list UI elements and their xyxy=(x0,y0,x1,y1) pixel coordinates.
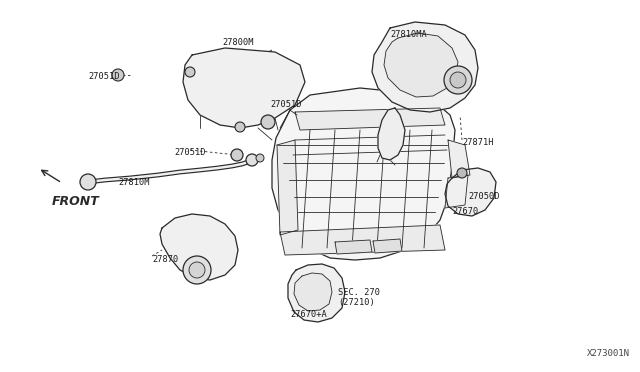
Text: SEC. 270
(27210): SEC. 270 (27210) xyxy=(338,288,380,307)
Text: 27670+A: 27670+A xyxy=(290,310,327,319)
Polygon shape xyxy=(280,225,445,255)
Polygon shape xyxy=(445,168,496,216)
Circle shape xyxy=(450,72,466,88)
Circle shape xyxy=(235,122,245,132)
Polygon shape xyxy=(378,108,405,160)
Circle shape xyxy=(231,149,243,161)
Text: X273001N: X273001N xyxy=(587,349,630,358)
Text: 27800M: 27800M xyxy=(222,38,253,47)
Polygon shape xyxy=(288,264,345,322)
Text: 27810MA: 27810MA xyxy=(390,30,427,39)
Text: 27051D: 27051D xyxy=(270,100,301,109)
Polygon shape xyxy=(295,108,445,130)
Polygon shape xyxy=(272,88,455,260)
Polygon shape xyxy=(294,273,332,311)
Polygon shape xyxy=(373,239,402,253)
Circle shape xyxy=(256,154,264,162)
Circle shape xyxy=(183,256,211,284)
Polygon shape xyxy=(372,22,478,112)
Circle shape xyxy=(261,115,275,129)
Text: 27810M: 27810M xyxy=(118,178,150,187)
Circle shape xyxy=(80,174,96,190)
Circle shape xyxy=(444,66,472,94)
Polygon shape xyxy=(160,214,238,280)
Polygon shape xyxy=(445,175,468,208)
Polygon shape xyxy=(384,33,458,97)
Polygon shape xyxy=(448,140,470,178)
Polygon shape xyxy=(183,48,305,128)
Polygon shape xyxy=(277,140,298,235)
Circle shape xyxy=(189,262,205,278)
Text: 27051D: 27051D xyxy=(174,148,205,157)
Circle shape xyxy=(246,154,258,166)
Text: 27871H: 27871H xyxy=(462,138,493,147)
Circle shape xyxy=(112,69,124,81)
Text: 27670: 27670 xyxy=(452,207,478,216)
Text: 27051D: 27051D xyxy=(88,72,120,81)
Text: FRONT: FRONT xyxy=(52,195,100,208)
Circle shape xyxy=(457,168,467,178)
Text: 27870: 27870 xyxy=(152,255,179,264)
Text: 27050D: 27050D xyxy=(468,192,499,201)
Circle shape xyxy=(185,67,195,77)
Polygon shape xyxy=(335,240,372,254)
